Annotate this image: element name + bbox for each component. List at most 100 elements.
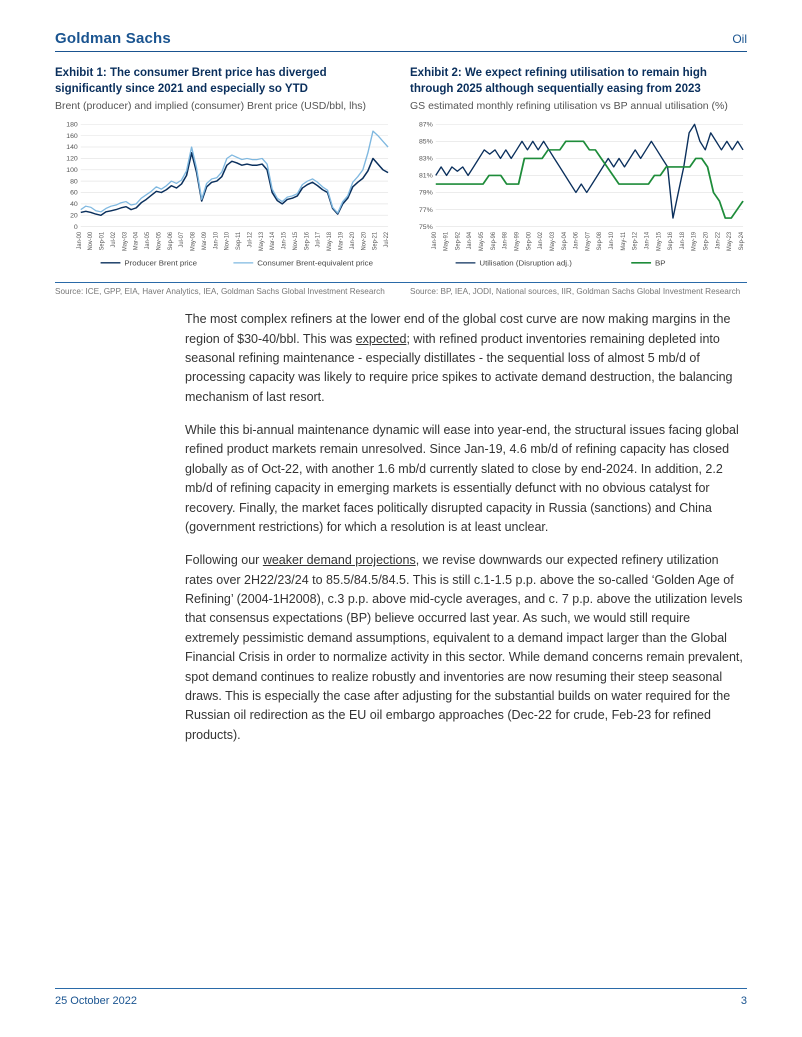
svg-text:83%: 83%	[419, 156, 433, 163]
svg-text:Jan-02: Jan-02	[537, 232, 544, 250]
svg-text:May-08: May-08	[189, 232, 196, 252]
svg-text:Jul-17: Jul-17	[314, 232, 321, 248]
exhibit-1-title: Exhibit 1: The consumer Brent price has …	[55, 66, 392, 97]
svg-text:Sep-21: Sep-21	[371, 232, 378, 251]
svg-text:Sep-00: Sep-00	[525, 232, 532, 251]
svg-text:180: 180	[66, 122, 78, 129]
exhibits-row: Exhibit 1: The consumer Brent price has …	[55, 66, 747, 274]
svg-text:81%: 81%	[419, 173, 433, 180]
svg-text:Jan-05: Jan-05	[144, 232, 151, 250]
svg-text:Jan-00: Jan-00	[75, 232, 82, 250]
svg-text:May-15: May-15	[655, 232, 662, 252]
svg-text:Jan-10: Jan-10	[212, 232, 219, 250]
svg-text:Jan-18: Jan-18	[679, 232, 686, 250]
svg-text:Jan-94: Jan-94	[466, 232, 473, 250]
paragraph-1: The most complex refiners at the lower e…	[185, 310, 747, 407]
svg-text:Jan-90: Jan-90	[430, 232, 437, 250]
svg-text:Nov-15: Nov-15	[292, 232, 299, 251]
category-label: Oil	[732, 32, 747, 46]
svg-text:Sep-06: Sep-06	[167, 232, 174, 251]
svg-text:20: 20	[70, 213, 78, 220]
svg-text:160: 160	[66, 133, 78, 140]
svg-text:60: 60	[70, 190, 78, 197]
svg-text:Jan-10: Jan-10	[608, 232, 615, 250]
svg-text:Sep-20: Sep-20	[702, 232, 709, 251]
page-footer: 25 October 2022 3	[55, 988, 747, 1007]
svg-text:80: 80	[70, 179, 78, 186]
svg-text:Jul-02: Jul-02	[110, 232, 117, 248]
svg-text:Sep-16: Sep-16	[667, 232, 674, 251]
footer-date: 25 October 2022	[55, 995, 137, 1007]
svg-text:Sep-96: Sep-96	[490, 232, 497, 251]
exhibit-2-source: Source: BP, IEA, JODI, National sources,…	[410, 287, 747, 296]
svg-text:May-99: May-99	[513, 232, 520, 252]
svg-text:40: 40	[70, 202, 78, 209]
svg-text:140: 140	[66, 145, 78, 152]
svg-text:Consumer Brent-equivalent pric: Consumer Brent-equivalent price	[257, 259, 373, 267]
exhibit-1-source: Source: ICE, GPP, EIA, Haver Analytics, …	[55, 287, 392, 296]
svg-text:May-23: May-23	[726, 232, 733, 252]
svg-text:May-03: May-03	[121, 232, 128, 252]
svg-text:0: 0	[74, 224, 78, 231]
svg-text:Nov-20: Nov-20	[360, 232, 367, 251]
svg-text:Nov-00: Nov-00	[87, 232, 94, 251]
svg-text:May-91: May-91	[442, 232, 449, 252]
svg-text:Sep-01: Sep-01	[98, 232, 105, 251]
svg-text:Mar-09: Mar-09	[201, 232, 208, 251]
svg-text:87%: 87%	[419, 122, 433, 129]
svg-text:Sep-08: Sep-08	[596, 232, 603, 251]
svg-text:Mar-14: Mar-14	[269, 232, 276, 251]
svg-text:75%: 75%	[419, 224, 433, 231]
svg-text:Sep-12: Sep-12	[631, 232, 638, 251]
page: Goldman Sachs Oil Exhibit 1: The consume…	[0, 0, 802, 1037]
svg-text:Jan-15: Jan-15	[280, 232, 287, 250]
svg-text:Jan-20: Jan-20	[349, 232, 356, 250]
svg-text:Jul-07: Jul-07	[178, 232, 185, 248]
p3-part-b: , we revise downwards our expected refin…	[185, 553, 743, 741]
svg-text:Sep-24: Sep-24	[738, 232, 745, 251]
svg-text:Producer Brent price: Producer Brent price	[124, 259, 197, 267]
svg-text:Mar-19: Mar-19	[337, 232, 344, 251]
sources-row: Source: ICE, GPP, EIA, Haver Analytics, …	[55, 282, 747, 296]
svg-text:79%: 79%	[419, 190, 433, 197]
exhibit-1-chart: 0 20 40 60 80 100 120 140 160 180 Jan-00 Nov-00 Sep-…	[55, 119, 392, 269]
footer-page-number: 3	[741, 995, 747, 1007]
brand-name: Goldman Sachs	[55, 30, 171, 47]
svg-text:Jan-14: Jan-14	[643, 232, 650, 250]
svg-text:85%: 85%	[419, 139, 433, 146]
svg-text:Nov-10: Nov-10	[223, 232, 230, 251]
svg-text:120: 120	[66, 156, 78, 163]
svg-text:Jul-22: Jul-22	[383, 232, 390, 248]
paragraph-3: Following our weaker demand projections,…	[185, 551, 747, 745]
svg-text:77%: 77%	[419, 207, 433, 214]
svg-text:Nov-05: Nov-05	[155, 232, 162, 251]
svg-text:Jan-22: Jan-22	[714, 232, 721, 250]
exhibit-2: Exhibit 2: We expect refining utilisatio…	[410, 66, 747, 274]
svg-text:Utilisation (Disruption adj.): Utilisation (Disruption adj.)	[479, 259, 572, 267]
svg-text:May-07: May-07	[584, 232, 591, 252]
svg-text:Sep-92: Sep-92	[454, 232, 461, 251]
exhibit-1-subtitle: Brent (producer) and implied (consumer) …	[55, 99, 392, 113]
p3-part-a: Following our	[185, 553, 263, 567]
svg-text:Jan-98: Jan-98	[501, 232, 508, 250]
p3-link-weaker-demand[interactable]: weaker demand projections	[263, 553, 416, 567]
paragraph-2: While this bi-annual maintenance dynamic…	[185, 421, 747, 537]
svg-text:BP: BP	[655, 259, 666, 267]
svg-text:May-13: May-13	[258, 232, 265, 252]
svg-text:Sep-04: Sep-04	[560, 232, 567, 251]
svg-text:May-11: May-11	[620, 232, 627, 251]
exhibit-2-subtitle: GS estimated monthly refining utilisatio…	[410, 99, 747, 113]
body-text: The most complex refiners at the lower e…	[185, 310, 747, 745]
page-header: Goldman Sachs Oil	[55, 30, 747, 52]
svg-text:May-18: May-18	[326, 232, 333, 252]
exhibit-2-title: Exhibit 2: We expect refining utilisatio…	[410, 66, 747, 97]
svg-text:May-19: May-19	[690, 232, 697, 252]
p1-link-expected[interactable]: expected	[356, 332, 407, 346]
svg-text:Jul-12: Jul-12	[246, 232, 253, 248]
svg-text:Sep-16: Sep-16	[303, 232, 310, 251]
exhibit-1: Exhibit 1: The consumer Brent price has …	[55, 66, 392, 274]
exhibit-2-chart: 75% 77% 79% 81% 83% 85% 87% Jan-90 May-91 Sep-92 J…	[410, 119, 747, 269]
svg-text:Jan-06: Jan-06	[572, 232, 579, 250]
svg-text:100: 100	[66, 167, 78, 174]
svg-text:Sep-11: Sep-11	[235, 232, 242, 251]
